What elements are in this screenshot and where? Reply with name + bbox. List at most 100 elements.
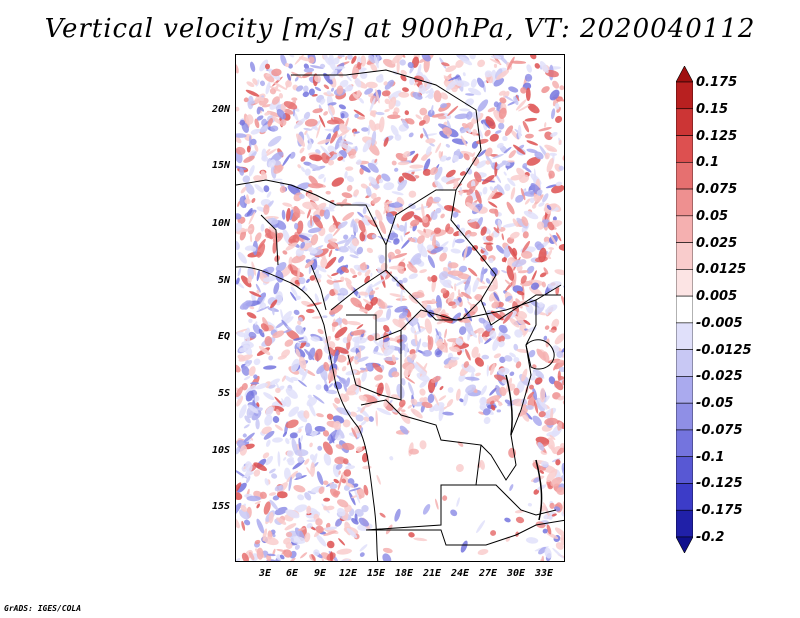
velocity-patch bbox=[516, 290, 525, 296]
velocity-patch bbox=[247, 275, 252, 284]
velocity-patch bbox=[302, 91, 310, 98]
velocity-patch bbox=[263, 430, 275, 440]
velocity-patch bbox=[285, 387, 298, 399]
velocity-patch bbox=[306, 505, 312, 515]
velocity-patch bbox=[477, 285, 488, 290]
velocity-patch bbox=[300, 156, 306, 162]
velocity-patch bbox=[236, 446, 240, 455]
velocity-patch bbox=[299, 232, 315, 238]
velocity-patch bbox=[542, 528, 548, 534]
velocity-patch bbox=[439, 385, 444, 391]
lon-label: 27E bbox=[478, 568, 498, 579]
velocity-patch bbox=[483, 416, 491, 425]
velocity-patch bbox=[455, 59, 464, 68]
velocity-patch bbox=[439, 155, 448, 162]
velocity-patch bbox=[251, 198, 256, 203]
velocity-patch bbox=[427, 334, 432, 346]
velocity-patch bbox=[440, 92, 449, 100]
velocity-patch bbox=[293, 337, 305, 341]
velocity-patch bbox=[462, 72, 466, 77]
velocity-patch bbox=[435, 142, 442, 154]
velocity-patch bbox=[288, 256, 293, 266]
velocity-patch bbox=[247, 404, 259, 414]
velocity-patch bbox=[333, 478, 340, 484]
velocity-patch bbox=[422, 503, 431, 515]
velocity-patch bbox=[402, 277, 408, 283]
velocity-patch bbox=[515, 99, 527, 111]
velocity-patch bbox=[345, 166, 354, 171]
velocity-patch bbox=[543, 267, 549, 275]
velocity-patch bbox=[309, 154, 323, 161]
velocity-patch bbox=[384, 271, 393, 280]
velocity-patch bbox=[524, 133, 534, 139]
velocity-patch bbox=[369, 97, 376, 112]
lon-label: 24E bbox=[450, 568, 470, 579]
velocity-patch bbox=[324, 526, 338, 531]
velocity-patch bbox=[283, 537, 291, 545]
velocity-patch bbox=[338, 255, 344, 263]
velocity-patch bbox=[258, 296, 266, 311]
colorbar-label: 0.1 bbox=[696, 155, 720, 171]
velocity-patch bbox=[328, 249, 333, 258]
velocity-patch bbox=[285, 419, 299, 429]
velocity-patch bbox=[256, 518, 265, 534]
velocity-patch bbox=[561, 463, 564, 476]
velocity-patch bbox=[288, 55, 295, 58]
velocity-patch bbox=[271, 68, 282, 77]
velocity-patch bbox=[326, 279, 334, 285]
velocity-patch bbox=[412, 91, 423, 100]
velocity-patch bbox=[427, 309, 435, 318]
velocity-patch bbox=[378, 178, 384, 184]
velocity-patch bbox=[298, 340, 308, 343]
velocity-patch bbox=[359, 167, 364, 175]
velocity-patch bbox=[270, 125, 279, 132]
velocity-patch bbox=[317, 328, 324, 335]
velocity-patch bbox=[286, 450, 294, 458]
velocity-patch bbox=[272, 116, 282, 125]
velocity-patch bbox=[310, 462, 316, 477]
velocity-patch bbox=[548, 247, 555, 250]
velocity-patch bbox=[265, 455, 274, 466]
velocity-patch bbox=[526, 148, 538, 154]
velocity-patch bbox=[337, 507, 346, 517]
lat-label: 10S bbox=[211, 445, 230, 456]
velocity-patch bbox=[296, 220, 304, 235]
velocity-patch bbox=[282, 229, 291, 244]
velocity-patch bbox=[489, 133, 499, 142]
velocity-patch bbox=[435, 295, 442, 311]
velocity-patch bbox=[399, 425, 409, 435]
velocity-patch bbox=[561, 379, 564, 386]
velocity-patch bbox=[489, 186, 494, 191]
velocity-patch bbox=[322, 55, 331, 66]
velocity-patch bbox=[398, 224, 406, 232]
velocity-patch bbox=[475, 372, 481, 377]
velocity-patch bbox=[418, 84, 426, 95]
velocity-patch bbox=[415, 338, 422, 354]
colorbar-segment bbox=[676, 161, 693, 190]
velocity-patch bbox=[485, 278, 491, 284]
velocity-patch bbox=[245, 390, 254, 402]
border-west-3 bbox=[310, 264, 327, 311]
velocity-patch bbox=[409, 252, 422, 267]
velocity-patch bbox=[470, 330, 478, 338]
velocity-patch bbox=[298, 234, 311, 241]
velocity-patch bbox=[539, 387, 546, 403]
velocity-patch bbox=[391, 191, 404, 196]
velocity-patch bbox=[420, 133, 424, 139]
velocity-patch bbox=[239, 195, 248, 209]
velocity-patch bbox=[334, 135, 343, 150]
velocity-patch bbox=[526, 265, 535, 274]
velocity-patch bbox=[294, 55, 305, 65]
velocity-patch bbox=[264, 148, 277, 157]
velocity-patch bbox=[381, 90, 391, 97]
velocity-patch bbox=[530, 371, 536, 381]
velocity-patch bbox=[249, 61, 256, 72]
velocity-patch bbox=[303, 127, 312, 131]
velocity-patch bbox=[351, 55, 357, 64]
velocity-patch bbox=[383, 337, 390, 343]
velocity-patch bbox=[383, 324, 390, 333]
velocity-patch bbox=[463, 153, 470, 161]
velocity-patch bbox=[336, 407, 352, 416]
velocity-patch bbox=[438, 150, 442, 159]
velocity-patch bbox=[369, 119, 377, 132]
